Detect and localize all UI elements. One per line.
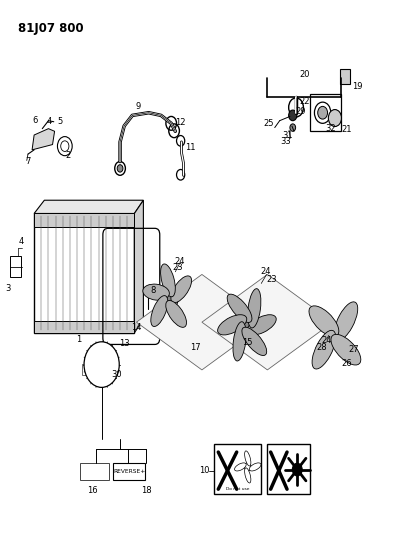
Text: 7: 7 <box>25 157 30 166</box>
Text: 3: 3 <box>5 284 11 293</box>
Circle shape <box>84 342 119 387</box>
Ellipse shape <box>249 463 261 471</box>
Text: 4: 4 <box>19 237 23 246</box>
Text: 23: 23 <box>266 274 277 284</box>
Text: 11: 11 <box>185 143 196 152</box>
Ellipse shape <box>166 301 187 327</box>
Bar <box>214 444 261 495</box>
Ellipse shape <box>234 463 246 471</box>
Ellipse shape <box>245 468 251 483</box>
Text: REVERSE+: REVERSE+ <box>113 469 145 474</box>
Ellipse shape <box>227 294 252 322</box>
Text: 21: 21 <box>341 125 351 134</box>
Text: 24: 24 <box>174 257 185 265</box>
Circle shape <box>328 110 342 126</box>
Polygon shape <box>34 200 143 214</box>
Polygon shape <box>202 274 333 370</box>
Circle shape <box>97 358 107 371</box>
Bar <box>34 214 134 227</box>
Circle shape <box>236 312 257 338</box>
Circle shape <box>328 326 342 345</box>
Bar <box>9 256 21 277</box>
Text: 19: 19 <box>352 82 363 91</box>
Circle shape <box>318 107 328 119</box>
Bar <box>34 321 134 333</box>
Text: 2: 2 <box>66 151 71 160</box>
Bar <box>310 94 341 131</box>
Circle shape <box>293 463 302 476</box>
Ellipse shape <box>247 314 276 335</box>
Text: Do not use: Do not use <box>226 487 249 491</box>
Circle shape <box>242 318 252 331</box>
Ellipse shape <box>242 327 267 356</box>
Polygon shape <box>134 200 143 333</box>
Circle shape <box>332 331 338 340</box>
Text: 17: 17 <box>190 343 201 352</box>
Circle shape <box>289 110 297 120</box>
Polygon shape <box>32 128 54 150</box>
Text: 27: 27 <box>349 345 359 354</box>
Text: 25: 25 <box>263 119 274 128</box>
Ellipse shape <box>331 334 361 365</box>
Circle shape <box>290 124 296 131</box>
Text: 32: 32 <box>325 124 336 133</box>
Ellipse shape <box>334 302 358 341</box>
Bar <box>113 463 145 480</box>
Text: 16: 16 <box>87 486 98 495</box>
Bar <box>340 69 351 84</box>
Text: 6: 6 <box>33 116 38 125</box>
Circle shape <box>165 293 173 304</box>
Text: 28: 28 <box>316 343 327 352</box>
Text: 23: 23 <box>172 263 183 272</box>
Text: 24: 24 <box>321 336 332 345</box>
Text: 14: 14 <box>131 323 142 332</box>
Ellipse shape <box>309 306 339 336</box>
Text: 26: 26 <box>342 359 353 367</box>
Text: 4: 4 <box>47 117 52 126</box>
Bar <box>267 444 309 495</box>
Text: 33: 33 <box>281 138 291 147</box>
Ellipse shape <box>233 322 246 361</box>
Text: 29: 29 <box>296 107 306 116</box>
Circle shape <box>160 287 178 310</box>
Text: 8: 8 <box>150 286 155 295</box>
Text: 5: 5 <box>57 117 63 126</box>
Text: 9: 9 <box>136 102 141 111</box>
Text: 18: 18 <box>141 486 152 495</box>
Bar <box>80 463 110 480</box>
Polygon shape <box>136 274 267 370</box>
Ellipse shape <box>151 296 168 327</box>
Text: 12: 12 <box>176 118 186 127</box>
Circle shape <box>117 165 123 172</box>
Text: 22: 22 <box>300 96 310 106</box>
Text: 81J07 800: 81J07 800 <box>18 21 83 35</box>
Ellipse shape <box>248 289 261 328</box>
Text: 15: 15 <box>242 338 252 347</box>
Text: 13: 13 <box>119 339 129 348</box>
Ellipse shape <box>312 330 336 369</box>
Text: 24: 24 <box>260 268 271 276</box>
Ellipse shape <box>245 451 251 466</box>
Bar <box>34 214 134 333</box>
Text: 30: 30 <box>112 370 122 379</box>
Text: 31: 31 <box>283 131 293 140</box>
Ellipse shape <box>171 276 192 303</box>
Text: 1: 1 <box>77 335 82 344</box>
Text: 10: 10 <box>199 466 209 475</box>
Ellipse shape <box>143 284 169 300</box>
Ellipse shape <box>218 314 247 335</box>
Bar <box>82 364 100 375</box>
Circle shape <box>244 463 251 471</box>
Ellipse shape <box>161 264 175 297</box>
Text: 20: 20 <box>299 70 309 79</box>
